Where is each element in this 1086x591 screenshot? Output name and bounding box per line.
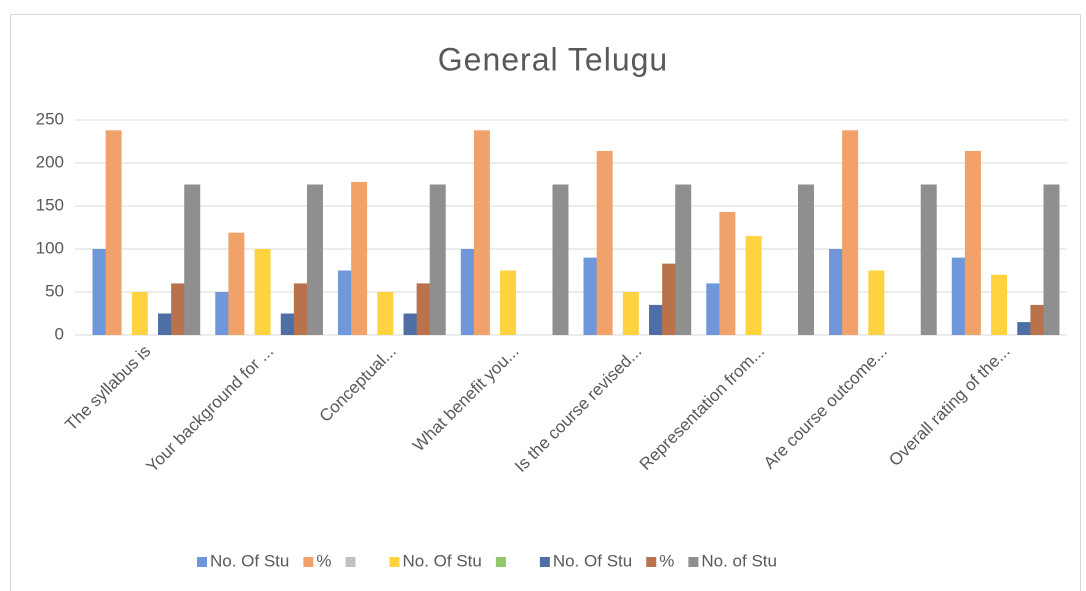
bar [583, 257, 600, 335]
bar [280, 313, 297, 335]
bar [306, 184, 323, 335]
bar [171, 283, 188, 335]
legend-swatch [688, 557, 699, 567]
bar [92, 249, 109, 335]
bar [797, 184, 814, 335]
bar [1043, 184, 1060, 335]
y-tick-label: 200 [36, 152, 64, 171]
bar [351, 181, 368, 335]
legend-label: No. of Stu [701, 551, 777, 570]
bar [951, 257, 968, 335]
bar [649, 304, 666, 335]
legend-swatch [303, 557, 314, 567]
bar [622, 292, 639, 335]
bar [460, 249, 477, 335]
legend-swatch [345, 557, 356, 567]
bar [596, 150, 613, 335]
bar [254, 249, 271, 335]
bar [473, 130, 490, 335]
bar [403, 313, 420, 335]
legend-swatch [539, 557, 550, 567]
bar [706, 283, 723, 335]
bar [991, 274, 1008, 335]
y-tick-label: 150 [36, 195, 64, 214]
bar [377, 292, 394, 335]
bar [1017, 322, 1034, 335]
bar [675, 184, 692, 335]
y-tick-label: 250 [36, 109, 64, 128]
bar [552, 184, 569, 335]
y-tick-label: 0 [55, 324, 64, 343]
bar [293, 283, 310, 335]
bar [868, 270, 885, 335]
bar [416, 283, 433, 335]
bar [429, 184, 446, 335]
bar [1030, 304, 1047, 335]
bar [745, 236, 762, 335]
bar [920, 184, 937, 335]
bar [719, 212, 736, 335]
bar [228, 232, 245, 335]
y-tick-label: 100 [36, 238, 64, 257]
legend-label: % [316, 551, 331, 570]
legend-swatch [197, 557, 207, 567]
y-tick-label: 50 [45, 281, 64, 300]
bar [964, 150, 981, 335]
legend-label: No. Of Stu [210, 551, 289, 570]
legend-swatch [389, 557, 400, 567]
legend-label: No. Of Stu [403, 551, 482, 570]
chart-frame [10, 14, 1081, 591]
legend-swatch [495, 557, 506, 567]
bar [131, 292, 148, 335]
bar [500, 270, 517, 335]
bar [662, 263, 679, 335]
bar [158, 313, 175, 335]
bar [215, 292, 232, 335]
bar [842, 130, 859, 335]
bar [829, 249, 846, 335]
legend-label: % [659, 551, 674, 570]
bar [105, 130, 122, 335]
chart-title: General Telugu [438, 41, 668, 77]
legend-swatch [646, 557, 657, 567]
legend-label: No. Of Stu [553, 551, 632, 570]
bar [184, 184, 201, 335]
bar [338, 270, 355, 335]
